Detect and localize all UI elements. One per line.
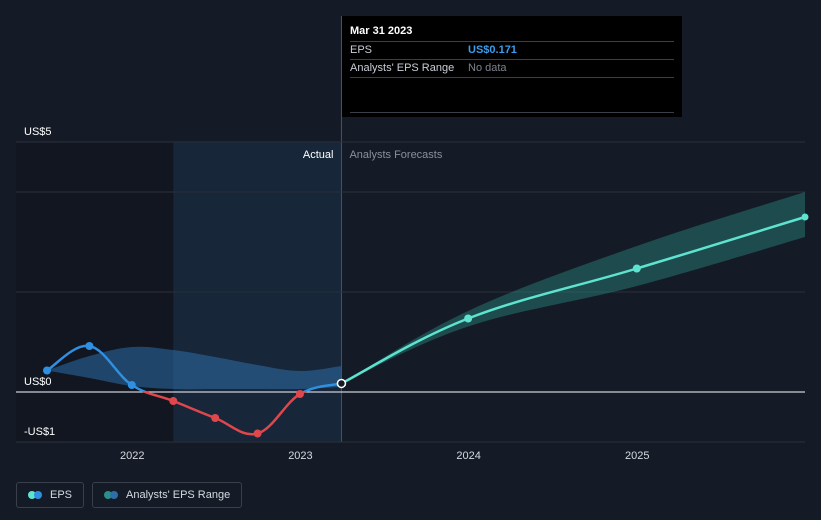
x-tick-label: 2024 [456,450,480,462]
eps-legend-icon [28,491,42,499]
axis-labels: US$5 US$0 -US$1 2022 2023 2024 2025 Actual Analy… [24,126,650,462]
y-tick-label: US$5 [24,126,52,138]
eps-point [253,429,262,438]
eps-forecast-point [632,264,641,273]
tooltip-eps-label: EPS [350,44,373,56]
legend-range-toggle[interactable]: Analysts' EPS Range [92,482,243,508]
tooltip-eps-value: US$0.171 [468,44,517,56]
tooltip-eps-row: EPS US$0.171 [350,42,674,60]
eps-point [43,366,51,375]
chart-legend: EPS Analysts' EPS Range [16,482,243,508]
tooltip-date: Mar 31 2023 [350,24,674,42]
forecast-range-band [341,192,805,384]
legend-eps-toggle[interactable]: EPS [16,482,85,508]
eps-point-highlighted [336,378,347,389]
x-tick-label: 2022 [120,450,144,462]
tooltip-range-label: Analysts' EPS Range [350,62,455,74]
eps-forecast-point [464,314,473,323]
y-tick-label: US$0 [24,376,52,388]
eps-point [211,414,220,422]
tooltip-range-value: No data [468,62,507,74]
y-tick-label: -US$1 [24,426,55,438]
eps-points [43,213,809,438]
eps-actual-line-negative [142,392,307,436]
eps-point [85,342,94,350]
hover-tooltip: Mar 31 2023 EPS US$0.171 Analysts' EPS R… [342,16,682,117]
eps-forecast-line [340,215,806,385]
eps-point [127,381,136,389]
past-range-band [47,346,342,390]
x-tick-label: 2023 [288,450,312,462]
range-legend-icon [104,491,119,499]
x-tick-label: 2025 [625,450,649,462]
eps-point [295,390,304,398]
eps-point [169,397,178,405]
tooltip-range-row: Analysts' EPS Range No data [350,60,674,78]
legend-eps-label: EPS [50,489,73,501]
tooltip-spacer [350,78,674,113]
eps-forecast-point [801,213,809,221]
legend-range-label: Analysts' EPS Range [126,489,231,501]
range-bands [47,192,805,390]
actual-region-label: Actual [303,149,334,161]
forecast-region-label: Analysts Forecasts [349,149,442,161]
